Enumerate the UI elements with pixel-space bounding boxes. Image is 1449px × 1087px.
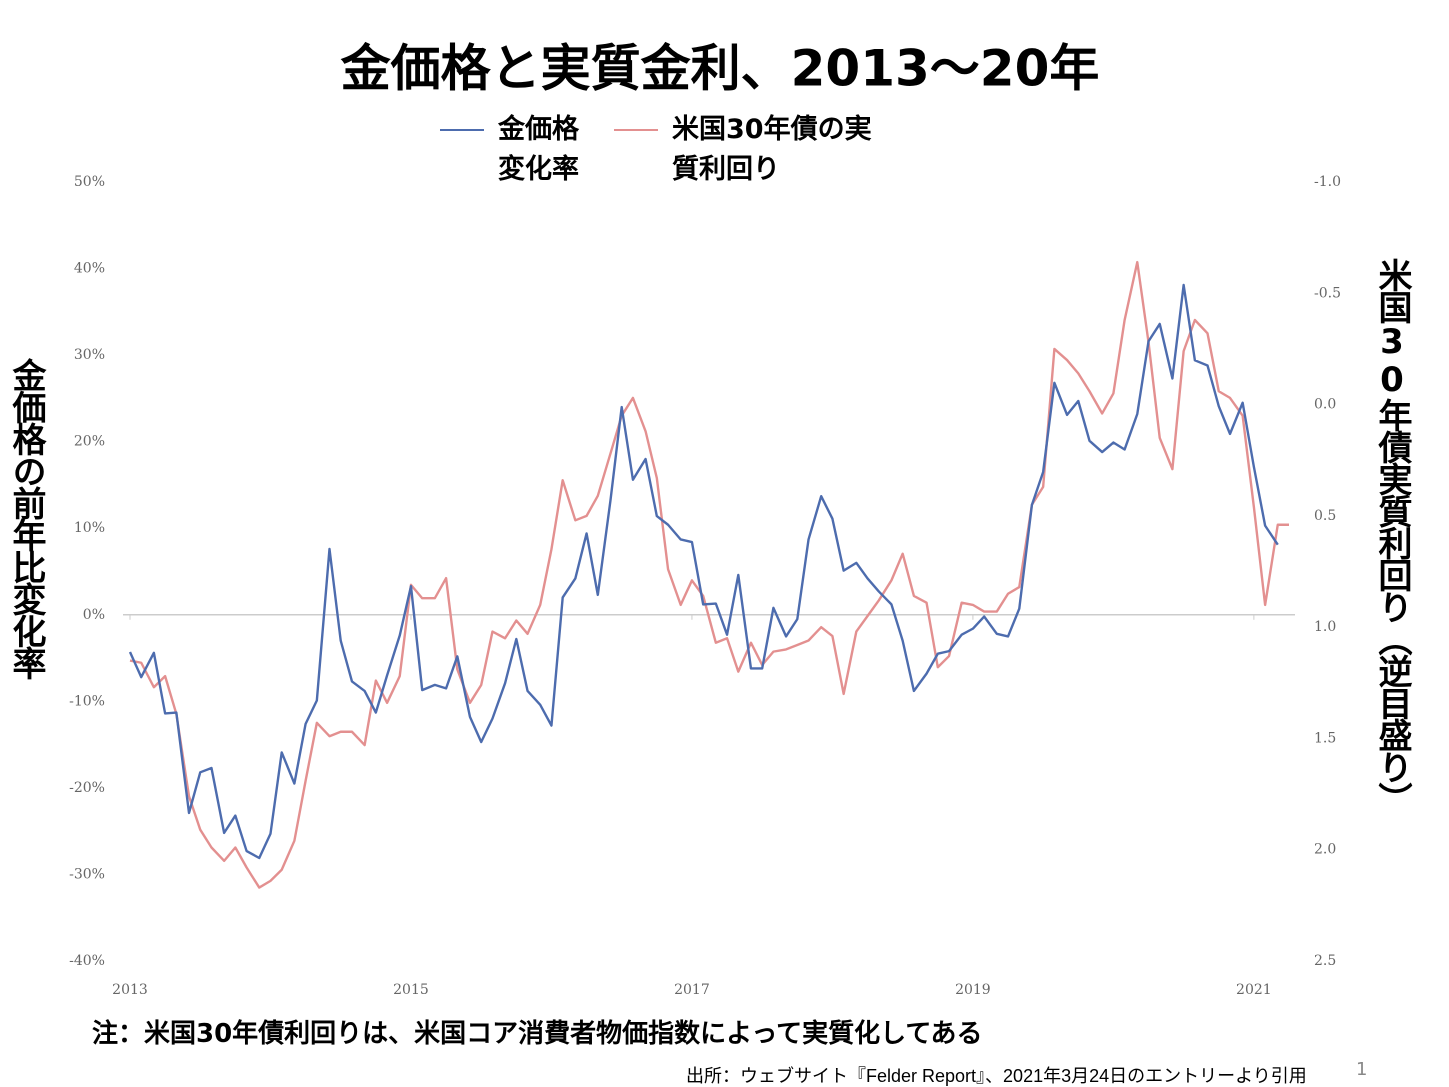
y2-tick-label: -0.5 <box>1314 285 1341 301</box>
y-tick-label: -30% <box>69 866 105 882</box>
x-tick-label: 2019 <box>955 982 991 998</box>
y2-axis-label: 米国30年債実質利回り（逆目盛り） <box>1372 258 1412 814</box>
legend-entry: 金価格変化率 <box>440 110 598 190</box>
y-tick-label: 30% <box>74 347 105 363</box>
y-tick-label: 10% <box>74 520 105 536</box>
legend-label: 金価格変化率 <box>498 114 579 185</box>
series-line <box>128 283 1279 860</box>
page-number: 1 <box>1356 1059 1368 1080</box>
legend-entry: 米国30年債の実質利回り <box>614 110 877 190</box>
y-tick-label: 0% <box>83 607 105 623</box>
y-tick-label: -10% <box>69 693 105 709</box>
y2-tick-label: 2.5 <box>1314 953 1336 969</box>
y2-tick-label: 0.5 <box>1314 508 1336 524</box>
legend-swatch <box>614 129 658 131</box>
series-line <box>129 260 1289 889</box>
y-tick-label: 40% <box>74 261 105 277</box>
y-tick-label: 20% <box>74 434 105 450</box>
y2-tick-label: 1.5 <box>1314 730 1336 746</box>
x-tick-label: 2017 <box>674 982 710 998</box>
x-tick-label: 2013 <box>112 982 148 998</box>
legend-label: 米国30年債の実質利回り <box>672 114 872 185</box>
x-tick-label: 2021 <box>1236 982 1272 998</box>
y2-tick-label: 1.0 <box>1314 619 1336 635</box>
y2-tick-label: 2.0 <box>1314 842 1336 858</box>
y-tick-label: -40% <box>69 953 105 969</box>
y-axis-label: 金価格の前年比変化率 <box>6 358 46 678</box>
note: 注：米国30年債利回りは、米国コア消費者物価指数によって実質化してある <box>92 1019 983 1049</box>
chart-title: 金価格と実質金利、2013～20年 <box>341 40 1100 98</box>
y2-tick-label: -1.0 <box>1314 174 1341 190</box>
legend-swatch <box>440 129 484 131</box>
y-tick-label: -20% <box>69 780 105 796</box>
y-tick-label: 50% <box>74 174 105 190</box>
y2-tick-label: 0.0 <box>1314 397 1336 413</box>
source: 出所：ウェブサイト『Felder Report』、2021年3月24日のエントリ… <box>686 1066 1307 1086</box>
x-tick-label: 2015 <box>393 982 429 998</box>
